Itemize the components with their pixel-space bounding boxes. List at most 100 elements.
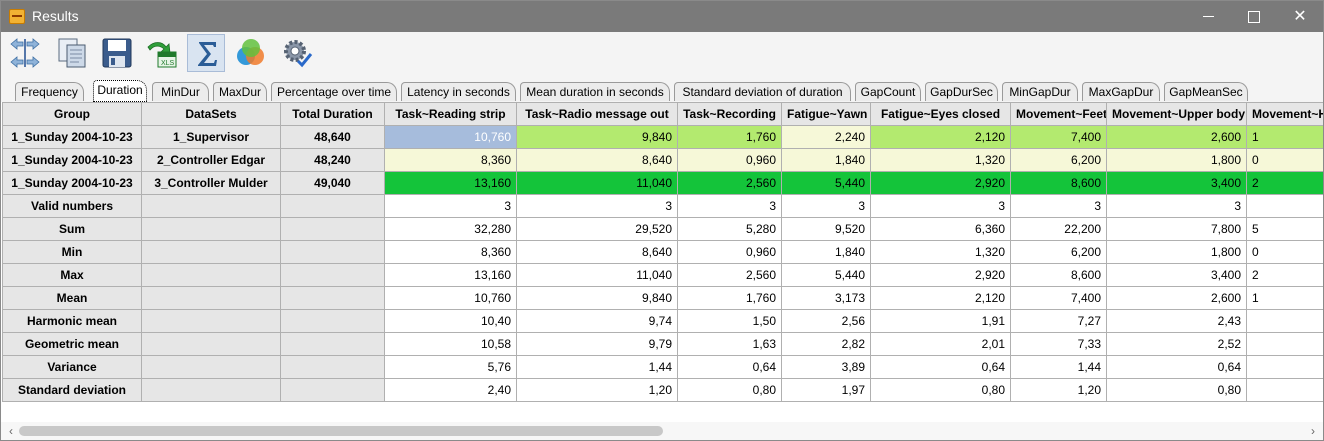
stat-value-cell[interactable]: 3 [1106,194,1247,218]
stat-value-cell[interactable]: 3 [516,194,678,218]
stat-value-cell[interactable]: 0,80 [870,378,1011,402]
data-cell[interactable]: 6,200 [1010,148,1107,172]
stat-value-cell[interactable]: 10,58 [384,332,517,356]
data-cell[interactable]: 11,040 [516,171,678,195]
stat-label[interactable]: Sum [2,217,142,241]
tab-standard-deviation-of-duration[interactable]: Standard deviation of duration [674,82,851,101]
total-duration-cell[interactable]: 49,040 [280,171,385,195]
stat-value-cell[interactable]: 2,01 [870,332,1011,356]
stat-value-cell[interactable]: 3 [870,194,1011,218]
group-cell[interactable]: 1_Sunday 2004-10-23 [2,125,142,149]
stat-value-cell[interactable]: 0,80 [677,378,782,402]
stat-value-cell[interactable]: 5,440 [781,263,871,287]
stat-value-cell[interactable]: 3,89 [781,355,871,379]
stat-value-cell[interactable]: 3 [781,194,871,218]
stat-value-cell[interactable]: 9,840 [516,286,678,310]
stat-value-cell[interactable] [1246,309,1323,333]
stat-value-cell[interactable]: 1,44 [516,355,678,379]
stat-value-cell[interactable]: 1,800 [1106,240,1247,264]
stat-value-cell[interactable]: 1,63 [677,332,782,356]
data-cell[interactable]: 5,440 [781,171,871,195]
data-cell[interactable]: 0,960 [677,148,782,172]
stat-value-cell[interactable]: 2,82 [781,332,871,356]
tab-frequency[interactable]: Frequency [15,82,84,101]
column-header[interactable]: Movement~Feet [1010,102,1107,126]
dataset-cell[interactable]: 1_Supervisor [141,125,281,149]
data-cell[interactable]: 2,600 [1106,125,1247,149]
stat-value-cell[interactable]: 6,360 [870,217,1011,241]
stat-value-cell[interactable]: 13,160 [384,263,517,287]
stat-value-cell[interactable]: 8,360 [384,240,517,264]
statistics-button[interactable] [187,34,225,72]
column-header[interactable]: Task~Reading strip [384,102,517,126]
stat-value-cell[interactable]: 3,400 [1106,263,1247,287]
data-cell[interactable]: 0 [1246,148,1323,172]
column-header[interactable]: Task~Radio message out [516,102,678,126]
tab-mingapdur[interactable]: MinGapDur [1002,82,1078,101]
stat-value-cell[interactable]: 10,40 [384,309,517,333]
stat-value-cell[interactable]: 1,44 [1010,355,1107,379]
dataset-cell[interactable]: 2_Controller Edgar [141,148,281,172]
stat-value-cell[interactable]: 1,760 [677,286,782,310]
stat-value-cell[interactable]: 7,27 [1010,309,1107,333]
stat-value-cell[interactable]: 2,920 [870,263,1011,287]
results-grid[interactable]: Group DataSets Total Duration Task~Readi… [2,102,1323,406]
tab-mean-duration-in-seconds[interactable]: Mean duration in seconds [520,82,670,101]
tab-maxdur[interactable]: MaxDur [213,82,267,101]
stat-label[interactable]: Harmonic mean [2,309,142,333]
tab-maxgapdur[interactable]: MaxGapDur [1082,82,1160,101]
stat-value-cell[interactable]: 1,320 [870,240,1011,264]
stat-value-cell[interactable]: 1 [1246,286,1323,310]
data-cell[interactable]: 9,840 [516,125,678,149]
stat-label[interactable]: Mean [2,286,142,310]
stat-value-cell[interactable]: 1,840 [781,240,871,264]
column-header[interactable]: Fatigue~Eyes closed [870,102,1011,126]
empty-cell[interactable] [141,194,281,218]
empty-cell[interactable] [141,217,281,241]
stat-label[interactable]: Geometric mean [2,332,142,356]
empty-cell[interactable] [141,286,281,310]
empty-cell[interactable] [280,263,385,287]
stat-value-cell[interactable]: 32,280 [384,217,517,241]
stat-value-cell[interactable]: 2,43 [1106,309,1247,333]
stat-value-cell[interactable]: 0,64 [870,355,1011,379]
stat-value-cell[interactable]: 0,64 [677,355,782,379]
copy-button[interactable] [53,34,91,72]
data-cell[interactable]: 2,920 [870,171,1011,195]
stat-label[interactable]: Valid numbers [2,194,142,218]
stat-value-cell[interactable]: 0,960 [677,240,782,264]
stat-value-cell[interactable]: 3 [1010,194,1107,218]
data-cell[interactable]: 3,400 [1106,171,1247,195]
stat-value-cell[interactable]: 2,56 [781,309,871,333]
stat-value-cell[interactable]: 22,200 [1010,217,1107,241]
column-header[interactable]: Total Duration [280,102,385,126]
stat-value-cell[interactable]: 7,800 [1106,217,1247,241]
stat-value-cell[interactable]: 1,20 [516,378,678,402]
color-button[interactable] [232,34,270,72]
stat-value-cell[interactable]: 1,20 [1010,378,1107,402]
stat-value-cell[interactable] [1246,378,1323,402]
stat-value-cell[interactable]: 5 [1246,217,1323,241]
stat-value-cell[interactable]: 2,40 [384,378,517,402]
stat-value-cell[interactable]: 1,91 [870,309,1011,333]
data-cell[interactable]: 8,360 [384,148,517,172]
stat-value-cell[interactable]: 2,600 [1106,286,1247,310]
data-cell[interactable]: 1,760 [677,125,782,149]
group-cell[interactable]: 1_Sunday 2004-10-23 [2,148,142,172]
data-cell[interactable]: 2,240 [781,125,871,149]
empty-cell[interactable] [141,240,281,264]
tab-duration[interactable]: Duration [93,80,147,102]
empty-cell[interactable] [280,355,385,379]
swap-columns-button[interactable] [6,34,44,72]
stat-value-cell[interactable] [1246,194,1323,218]
stat-value-cell[interactable]: 1,97 [781,378,871,402]
stat-value-cell[interactable]: 1,50 [677,309,782,333]
empty-cell[interactable] [141,332,281,356]
stat-value-cell[interactable]: 8,600 [1010,263,1107,287]
column-header[interactable]: Movement~H [1246,102,1323,126]
data-cell[interactable]: 7,400 [1010,125,1107,149]
column-header[interactable]: Group [2,102,142,126]
scroll-right-icon[interactable]: › [1311,424,1315,438]
data-cell[interactable]: 2,560 [677,171,782,195]
stat-value-cell[interactable] [1246,332,1323,356]
